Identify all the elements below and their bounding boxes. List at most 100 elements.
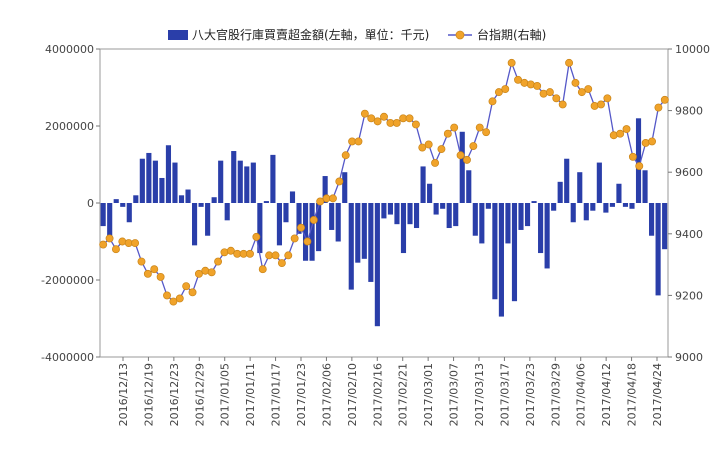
y-left-tick-label: -4000000 — [41, 351, 94, 364]
index-point — [584, 85, 593, 93]
index-point — [482, 128, 491, 137]
bar — [309, 203, 315, 261]
index-point — [514, 75, 522, 84]
x-tick-label: 2016/12/23 — [168, 363, 181, 426]
x-tick-label: 2017/03/23 — [524, 363, 537, 426]
index-point — [277, 259, 286, 268]
bar — [459, 131, 465, 203]
bar — [159, 177, 165, 203]
x-tick-label: 2017/03/07 — [448, 363, 461, 426]
index-point — [118, 237, 127, 246]
bar — [120, 203, 126, 207]
index-point — [207, 268, 216, 277]
index-point — [488, 97, 497, 106]
index-point — [641, 138, 650, 147]
index-point — [284, 251, 293, 260]
legend-line-label: 台指期(右軸) — [477, 27, 546, 42]
bar — [133, 195, 139, 203]
bar — [551, 203, 557, 211]
index-point — [163, 291, 171, 300]
index-point — [590, 102, 599, 110]
index-point — [182, 282, 191, 291]
index-point — [220, 248, 229, 257]
index-point — [520, 78, 529, 87]
index-point — [411, 120, 420, 129]
bar — [466, 170, 472, 203]
bar — [113, 199, 119, 203]
bar — [211, 197, 217, 203]
bar — [100, 203, 106, 227]
x-tick-label: 2017/03/13 — [473, 363, 486, 426]
index-point — [380, 112, 388, 121]
index-point — [424, 140, 433, 149]
bar — [302, 203, 309, 261]
plot-area: 4000000 2000000 0 -2000000 -4000000 10000 9800… — [41, 43, 710, 426]
bar — [479, 203, 485, 244]
index-point — [507, 58, 516, 67]
bar — [635, 118, 642, 203]
y-left-tick-label: 0 — [87, 197, 94, 210]
index-point — [603, 94, 612, 103]
bar — [662, 203, 668, 250]
index-point — [150, 265, 159, 274]
x-tick-label: 2017/01/23 — [295, 363, 308, 426]
bar — [368, 203, 374, 282]
y-right-tick-label: 10000 — [675, 43, 710, 56]
bar — [420, 166, 426, 203]
index-point — [526, 80, 535, 89]
bar — [250, 162, 256, 203]
y-left-tick-label: 4000000 — [45, 43, 94, 56]
index-point — [156, 272, 165, 281]
x-tick-label: 2016/12/13 — [117, 363, 130, 426]
index-point — [475, 123, 484, 132]
bar — [218, 160, 224, 203]
legend: 八大官股行庫買賣超金額(左軸，單位：千元) 台指期(右軸) — [168, 27, 546, 42]
index-point — [297, 223, 305, 232]
bar — [198, 203, 204, 207]
bar — [557, 181, 563, 203]
index-point — [354, 137, 363, 146]
index-point — [565, 58, 574, 67]
bar — [289, 191, 296, 203]
bar — [655, 203, 661, 296]
bar — [237, 160, 243, 203]
legend-line-marker — [455, 30, 465, 40]
bar — [244, 166, 250, 203]
index-point — [616, 129, 625, 138]
bar — [257, 203, 263, 254]
x-tick-label: 2017/01/17 — [270, 363, 283, 426]
index-point — [169, 297, 178, 306]
index-point — [501, 85, 510, 93]
bar — [283, 203, 289, 223]
index-point — [648, 137, 656, 146]
bar — [446, 203, 452, 229]
bar — [152, 160, 158, 203]
bar — [322, 176, 328, 203]
index-point — [622, 125, 631, 134]
index-point — [309, 215, 318, 224]
bar — [433, 203, 439, 215]
bar — [622, 203, 629, 207]
bar — [316, 203, 322, 252]
index-point — [437, 145, 446, 154]
x-tick-label: 2017/04/06 — [575, 363, 588, 426]
index-point — [367, 114, 376, 123]
bar — [524, 203, 531, 227]
index-point — [405, 114, 414, 123]
bar — [413, 203, 420, 229]
bar — [492, 203, 498, 300]
index-point — [494, 88, 503, 97]
bar — [531, 201, 537, 203]
bar — [374, 203, 380, 327]
bar — [440, 203, 446, 209]
x-tick-label: 2017/02/06 — [320, 363, 333, 426]
x-tick-label: 2017/02/10 — [346, 363, 359, 426]
index-point — [214, 257, 223, 266]
bar — [590, 203, 596, 211]
bar — [139, 158, 145, 203]
bar — [511, 203, 518, 302]
bar — [427, 183, 433, 203]
index-point — [469, 142, 478, 150]
x-tick-label: 2017/03/17 — [498, 363, 511, 426]
bar — [577, 172, 583, 203]
